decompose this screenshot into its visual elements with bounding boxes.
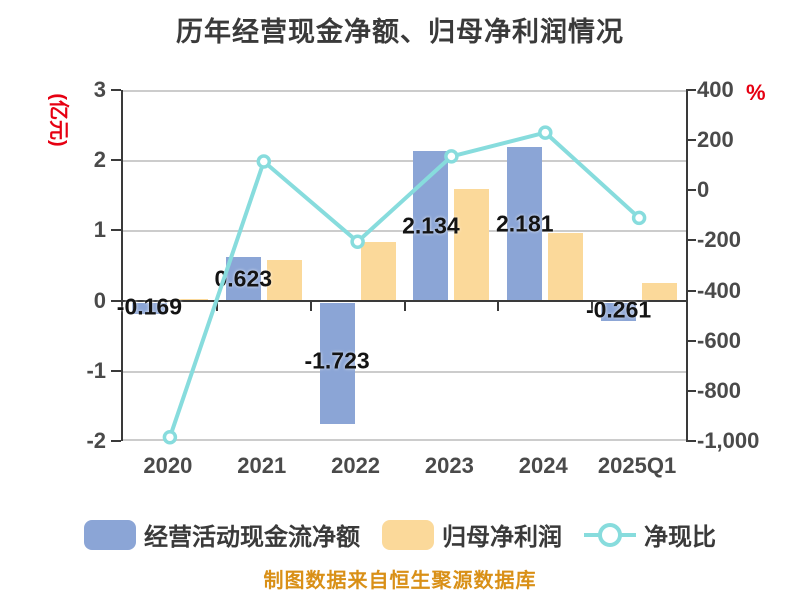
left-axis-nub xyxy=(111,229,121,232)
right-axis-tick-label: 400 xyxy=(697,77,734,102)
legend-label-ratio: 净现比 xyxy=(644,524,716,551)
cashflow-bar-label-2024: 2.181 xyxy=(495,210,554,237)
ratio-marker-2020 xyxy=(162,429,178,445)
gridline--2 xyxy=(123,439,686,441)
profit-bar-2023 xyxy=(454,188,490,301)
right-axis-unit-label: % xyxy=(746,80,766,105)
cashflow-bar-2020 xyxy=(131,302,167,315)
right-axis-nub xyxy=(686,339,696,342)
right-axis-tick-label: -1,000 xyxy=(697,428,760,453)
left-axis-tick-label: 2 xyxy=(93,147,106,173)
gridline-2 xyxy=(123,160,686,163)
x-axis-label-2025Q1: 2025Q1 xyxy=(597,453,677,478)
ratio-marker-2024 xyxy=(538,125,553,140)
profit-legend-swatch-icon xyxy=(382,519,434,550)
right-axis-tick-label: -800 xyxy=(697,377,742,403)
right-axis-nub xyxy=(686,389,696,392)
x-axis-tick xyxy=(591,300,594,311)
cashflow-bar-label-2023: 2.134 xyxy=(402,212,460,239)
legend-item-ratio: 净现比 xyxy=(584,517,716,552)
gridline--1 xyxy=(123,370,686,373)
cashflow-bar-label-2022: -1.723 xyxy=(304,347,370,374)
left-axis-nub xyxy=(111,440,121,442)
cashflow-bar-label-2025Q1: -0.261 xyxy=(585,296,652,323)
x-axis-tick xyxy=(497,300,500,311)
data-source-caption: 制图数据来自恒生聚源数据库 xyxy=(263,570,537,592)
x-axis-label-2023: 2023 xyxy=(424,453,474,478)
cashflow-legend-swatch-icon xyxy=(84,519,136,550)
left-axis-tick-label: 0 xyxy=(93,287,106,313)
x-axis-tick xyxy=(309,300,312,311)
ratio-marker-2021 xyxy=(256,154,272,169)
legend-label-profit: 归母净利润 xyxy=(442,524,562,551)
x-axis-label-2021: 2021 xyxy=(237,453,287,478)
legend-item-profit: 归母净利润 xyxy=(382,517,562,552)
left-axis-tick-label: -2 xyxy=(86,428,106,453)
right-axis-tick-label: 200 xyxy=(697,127,734,153)
right-axis-tick-label: -600 xyxy=(697,327,742,353)
left-axis-nub xyxy=(111,299,121,302)
x-axis-label-2022: 2022 xyxy=(331,453,381,478)
legend-item-cashflow: 经营活动现金流净额 xyxy=(84,517,360,552)
profit-bar-2024 xyxy=(548,232,584,301)
right-axis-tick-label: -400 xyxy=(697,277,742,303)
right-axis-tick-label: -200 xyxy=(697,227,742,253)
right-axis-tick-label: 0 xyxy=(697,177,710,203)
gridline-3 xyxy=(123,90,686,92)
chart-title: 历年经营现金净额、归母净利润情况 xyxy=(176,17,624,47)
left-axis-tick-label: 1 xyxy=(93,217,106,243)
right-axis-nub xyxy=(686,239,696,242)
right-axis-nub xyxy=(686,139,696,142)
left-axis-tick-label: 3 xyxy=(93,77,106,102)
left-axis-nub xyxy=(111,159,121,162)
cashflow-bar-2022 xyxy=(319,302,355,424)
x-axis-label-2024: 2024 xyxy=(518,453,568,478)
legend-label-cashflow: 经营活动现金流净额 xyxy=(144,524,360,551)
cashflow-bar-label-2020: -0.169 xyxy=(116,293,183,320)
cashflow-bar-2025Q1 xyxy=(601,302,637,321)
cashflow-bar-2024 xyxy=(507,147,543,301)
ratio-legend-line-icon xyxy=(584,520,636,550)
x-axis-label-2020: 2020 xyxy=(143,453,193,478)
ratio-marker-2022 xyxy=(350,234,365,249)
left-axis-nub xyxy=(111,369,121,372)
ratio-marker-2025Q1 xyxy=(631,210,647,226)
left-axis-tick-label: -1 xyxy=(86,357,106,383)
ratio-line-series xyxy=(162,125,647,445)
gridline-1 xyxy=(123,230,686,233)
legend: 经营活动现金流净额 归母净利润 净现比 xyxy=(0,517,800,552)
ratio-marker-2023 xyxy=(444,149,459,164)
x-axis-tick xyxy=(403,300,406,311)
right-axis-nub xyxy=(686,289,696,292)
legend-line-marker xyxy=(598,522,622,547)
profit-bar-2022 xyxy=(360,241,396,301)
right-axis-nub xyxy=(686,440,696,442)
ratio-line xyxy=(168,130,641,438)
profit-bar-2025Q1 xyxy=(642,283,678,301)
right-axis-nub xyxy=(686,189,696,192)
plot-area: -0.169 0.623 -1.723 2.134 2.181 -0.261 xyxy=(111,89,696,445)
right-axis-nub xyxy=(686,89,696,91)
profit-bar-2021 xyxy=(266,259,302,301)
cashflow-bar-2021 xyxy=(225,256,261,301)
left-axis-nub xyxy=(111,89,121,91)
